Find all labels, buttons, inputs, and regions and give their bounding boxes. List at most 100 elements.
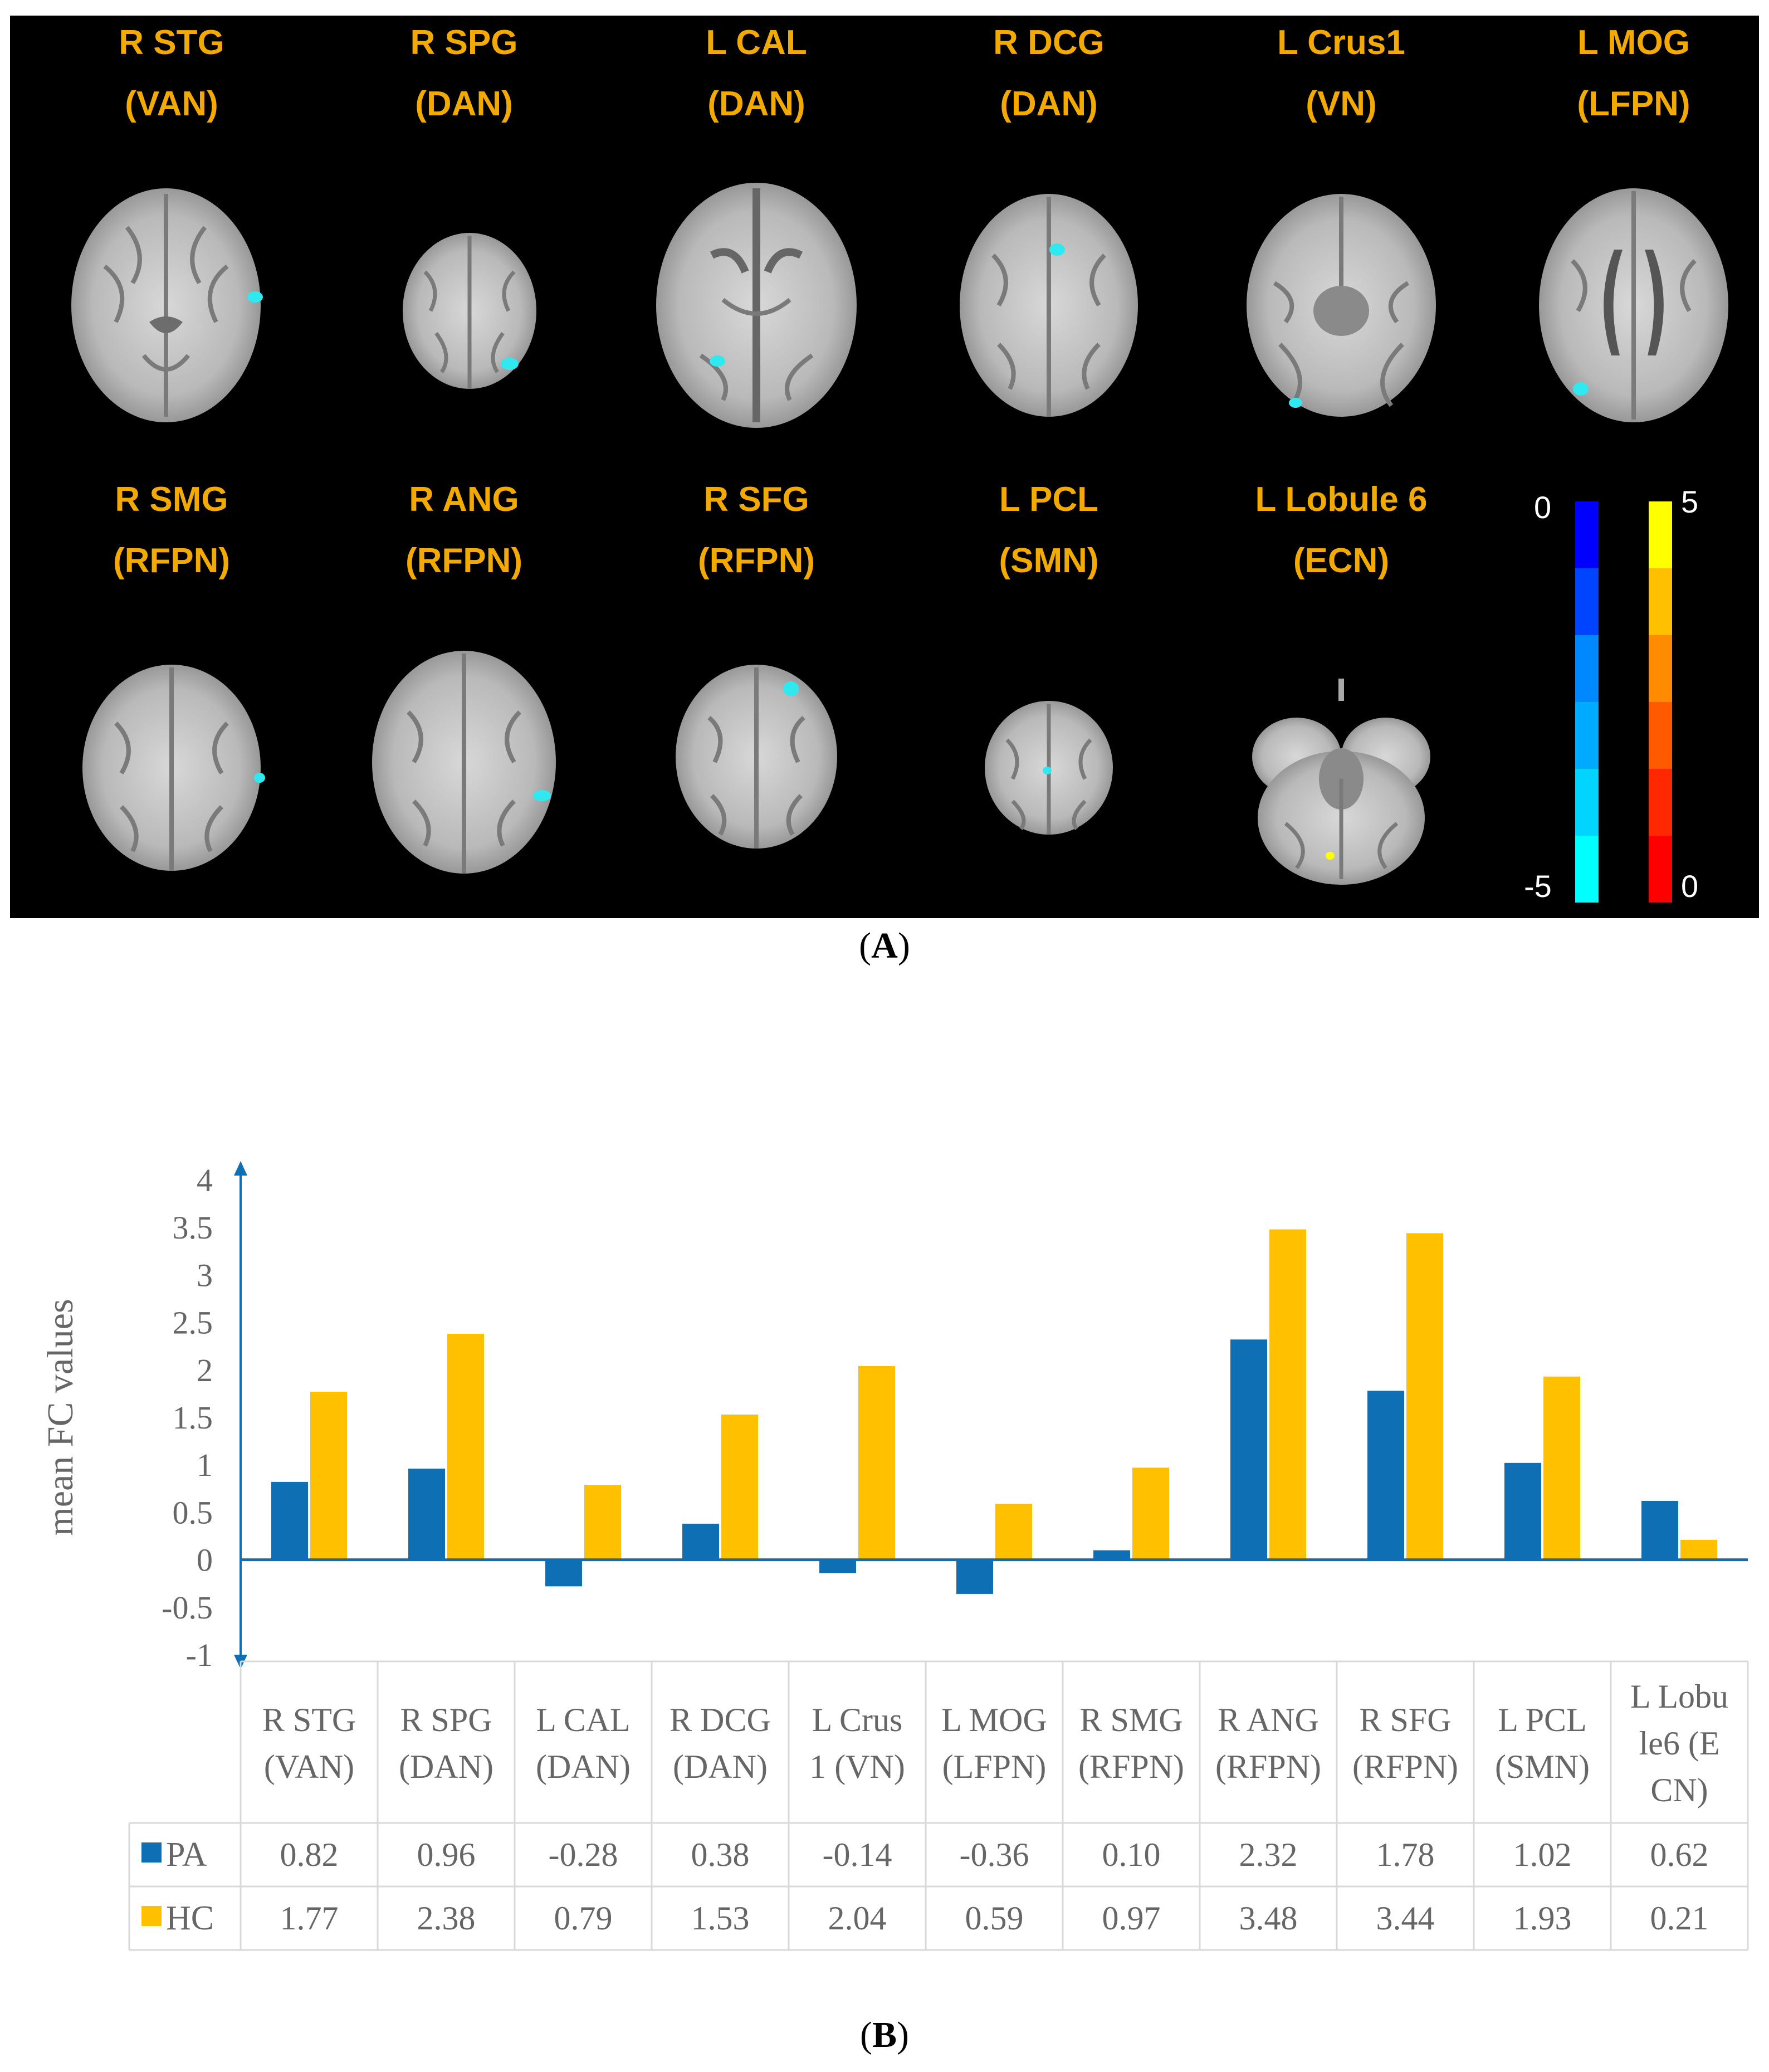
- brain-image: [1252, 679, 1430, 885]
- category-label: L Lobu: [1630, 1678, 1728, 1715]
- bar-pa: [1504, 1462, 1541, 1560]
- category-label: L Crus: [812, 1702, 903, 1738]
- colorbar: 0 -5 5 0: [1508, 484, 1742, 907]
- data-value-hc: 1.93: [1513, 1900, 1572, 1937]
- caption-a: (A): [0, 925, 1769, 967]
- y-tick-label: 1: [197, 1447, 213, 1483]
- bar-pa: [1093, 1550, 1130, 1560]
- activation-spot: [710, 355, 725, 367]
- legend-swatch-pa: [141, 1842, 162, 1863]
- data-value-pa: -0.28: [549, 1836, 618, 1873]
- bar-hc: [1132, 1468, 1169, 1560]
- y-tick-label: -0.5: [162, 1590, 213, 1626]
- bar-pa: [1230, 1339, 1267, 1560]
- negative-color-scale: [1575, 501, 1599, 903]
- data-value-hc: 0.79: [554, 1900, 613, 1937]
- bar-hc: [1269, 1229, 1306, 1560]
- brain-image: [71, 188, 263, 422]
- caption-b-open: (: [860, 2015, 872, 2055]
- brain-slice: L Crus1 (VN): [1196, 16, 1486, 461]
- region-network: (ECN): [1293, 542, 1390, 580]
- colorbar-neg-segment: [1575, 568, 1599, 635]
- category-label: le6 (E: [1639, 1725, 1720, 1762]
- category-label: (LFPN): [942, 1748, 1047, 1785]
- bar-hc: [1680, 1539, 1717, 1560]
- bar-pa: [408, 1469, 445, 1560]
- region-network: (SMN): [999, 542, 1099, 580]
- brain-slice: L PCL (SMN): [904, 472, 1194, 918]
- bar-hc: [310, 1391, 347, 1560]
- y-tick-label: 1.5: [173, 1400, 213, 1436]
- activation-spot: [1289, 398, 1302, 408]
- bar-hc: [1543, 1376, 1580, 1560]
- data-value-pa: 0.96: [417, 1836, 476, 1873]
- activation-spot: [501, 358, 519, 370]
- category-label: R SMG: [1079, 1702, 1182, 1738]
- category-label: L PCL: [1498, 1702, 1586, 1738]
- region-name: R DCG: [993, 23, 1105, 62]
- category-label: (DAN): [673, 1748, 768, 1785]
- brain-image: [1247, 194, 1436, 417]
- data-value-pa: 0.82: [280, 1836, 339, 1873]
- bar-pa: [1367, 1391, 1404, 1560]
- caption-a-letter: A: [871, 925, 898, 966]
- region-name: L MOG: [1577, 23, 1690, 62]
- category-label: (RFPN): [1215, 1748, 1321, 1785]
- colorbar-pos-segment: [1649, 769, 1672, 836]
- category-label: R SPG: [400, 1702, 492, 1738]
- data-value-hc: 2.04: [828, 1900, 887, 1937]
- brain-image: [656, 183, 857, 428]
- caption-b-letter: B: [872, 2015, 897, 2055]
- bar-pa: [682, 1523, 719, 1560]
- bar-hc: [995, 1504, 1032, 1560]
- bar-hc: [447, 1334, 484, 1560]
- category-label: R SFG: [1359, 1702, 1451, 1738]
- data-value-hc: 0.21: [1650, 1900, 1709, 1937]
- activation-spot: [533, 790, 551, 801]
- colorbar-neg-segment: [1575, 769, 1599, 836]
- brain-image: [1539, 188, 1728, 422]
- y-tick-label: 0.5: [173, 1494, 213, 1530]
- bar-hc: [721, 1414, 758, 1560]
- activation-spot: [247, 291, 263, 303]
- data-value-hc: 3.44: [1376, 1900, 1435, 1937]
- colorbar-pos-segment: [1649, 836, 1672, 903]
- brain-image: [372, 651, 556, 874]
- activation-spot: [1573, 382, 1589, 396]
- brain-image: [960, 194, 1138, 417]
- positive-color-scale: [1649, 501, 1672, 903]
- category-label: (DAN): [399, 1748, 493, 1785]
- colorbar-pos-segment: [1649, 501, 1672, 568]
- caption-b-close: ): [897, 2015, 909, 2055]
- caption-b: (B): [0, 2014, 1769, 2056]
- bar-pa: [545, 1559, 582, 1587]
- category-label: R ANG: [1218, 1702, 1319, 1738]
- brain-slice: R ANG (RFPN): [319, 472, 609, 918]
- category-label: (RFPN): [1078, 1748, 1184, 1785]
- region-name: R SPG: [410, 23, 518, 62]
- data-value-pa: 2.32: [1239, 1836, 1298, 1873]
- region-name: L CAL: [706, 23, 807, 62]
- activation-spot: [254, 773, 265, 783]
- category-label: L MOG: [941, 1702, 1047, 1738]
- legend-label-pa: PA: [166, 1836, 207, 1874]
- colorbar-neg-segment: [1575, 836, 1599, 903]
- data-value-pa: 0.10: [1102, 1836, 1161, 1873]
- legend-swatch-hc: [141, 1906, 162, 1926]
- bar-pa: [271, 1481, 308, 1560]
- category-label: (RFPN): [1352, 1748, 1458, 1785]
- y-tick-label: 3.5: [173, 1210, 213, 1246]
- data-value-pa: 0.62: [1650, 1836, 1709, 1873]
- brain-image: [985, 701, 1113, 835]
- data-value-hc: 1.53: [691, 1900, 750, 1937]
- colorbar-pos-segment: [1649, 635, 1672, 702]
- brain-slice: R SPG (DAN): [319, 16, 609, 461]
- brain-panel: R STG (VAN) R SPG (DAN) L CAL (DAN) R DC…: [10, 16, 1759, 918]
- category-label: 1 (VN): [809, 1748, 905, 1785]
- brain-slice: R STG (VAN): [27, 16, 316, 461]
- region-network: (LFPN): [1577, 85, 1690, 123]
- caption-a-close: ): [897, 925, 910, 966]
- y-tick-label: 0: [197, 1542, 213, 1578]
- y-tick-label: 2.5: [173, 1305, 213, 1341]
- bar-pa: [956, 1559, 993, 1594]
